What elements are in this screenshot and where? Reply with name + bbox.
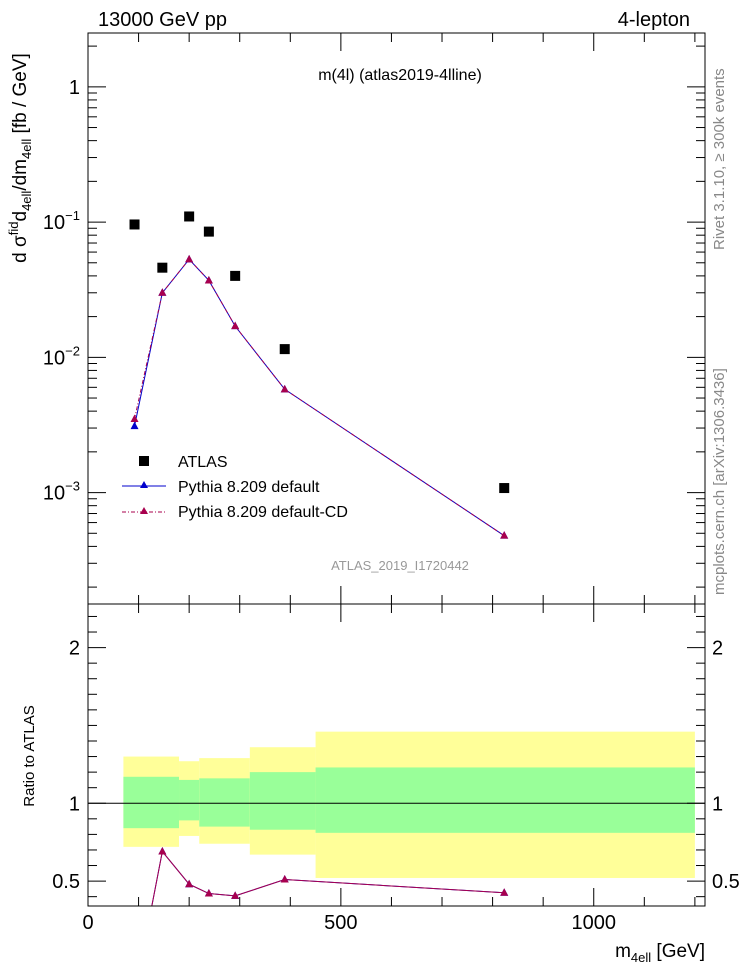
main-series [129,211,510,539]
atlas-data-point [157,262,168,273]
legend-label-pythia-cd: Pythia 8.209 default-CD [178,504,348,521]
ratio-point [158,847,167,855]
y-tick-label: 10−2 [43,343,80,369]
pythia-data-point [500,531,509,539]
legend-item-pythia-default: Pythia 8.209 default [122,479,320,496]
ratio-point [500,888,509,896]
legend-label-pythia-default: Pythia 8.209 default [178,479,320,496]
uncertainty-band-inner [123,776,180,829]
uncertainty-band-inner [249,772,316,830]
legend-item-pythia-cd: Pythia 8.209 default-CD [122,504,348,521]
ratio-y-tick-label-right: 1 [712,793,723,815]
ratio-frame [87,603,706,907]
pythia-data-point [204,275,213,284]
pythia-data-point [185,254,194,263]
pythia-data-point [158,288,167,296]
ratio-y-tick-label: 0.5 [52,871,80,893]
ratio-y-tick-label-right: 0.5 [712,871,740,893]
uncertainty-band-inner [199,778,250,827]
ratio-point [185,879,194,888]
pythia-data-point [231,321,240,330]
ratio-point [204,889,213,897]
y-tick-label: 10−1 [43,208,80,234]
y-axis-label: d σfidd4ell/dm4ell [fb / GeV] [6,53,34,263]
ratio-y-tick-label: 1 [69,793,80,815]
atlas-data-point [230,270,241,281]
legend-marker-pythia-default [140,481,148,488]
ratio-panel: 0.5 0.5 1 1 2 2 0 500 1000 Ratio to ATLAS m4ell … [21,603,740,965]
ratio-point [280,875,289,883]
header-energy: 13000 GeV pp [98,9,227,31]
mcplots-label: mcplots.cern.ch [arXiv:1306.3436] [711,368,728,595]
atlas-data-point [203,226,214,237]
header-channel: 4-lepton [618,9,690,31]
watermark: ATLAS_2019_I1720442 [331,558,469,573]
atlas-data-point [184,211,195,222]
atlas-data-point [279,344,290,355]
main-axis-ticks: 1 10−1 10−2 10−3 [43,33,705,604]
y-tick-label: 1 [69,77,80,99]
ratio-axis-ticks: 0.5 0.5 1 1 2 2 0 500 1000 [52,604,740,934]
ratio-y-label: Ratio to ATLAS [21,705,38,806]
ratio-series [151,847,509,906]
ratio-y-tick-label: 2 [69,638,80,660]
ratio-point [231,891,240,899]
pythia-data-point [130,421,139,430]
atlas-data-point [499,483,510,494]
x-tick-label: 0 [82,912,93,934]
pythia-data-point [130,414,139,422]
ratio-bands [88,731,705,878]
x-tick-label: 500 [324,912,357,934]
legend-marker-atlas [139,456,149,466]
rivet-label: Rivet 3.1.10, ≥ 300k events [711,68,728,250]
main-panel: 1 10−1 10−2 10−3 m(4l) (atlas2019-4lline) A… [6,32,706,605]
atlas-data-point [129,219,140,230]
ratio-y-tick-label-right: 2 [712,638,723,660]
legend-label-atlas: ATLAS [178,454,228,471]
uncertainty-band-inner [315,767,695,833]
uncertainty-band-inner [179,779,200,821]
x-axis-label: m4ell [GeV] [615,941,705,965]
legend: ATLAS Pythia 8.209 default Pythia 8.209 … [122,454,348,521]
pythia-data-point [280,384,289,393]
x-tick-label: 1000 [571,912,616,934]
y-tick-label: 10−3 [43,479,80,505]
legend-marker-pythia-cd [140,507,148,514]
chart-title: m(4l) (atlas2019-4lline) [318,67,482,84]
legend-item-atlas: ATLAS [139,454,228,471]
